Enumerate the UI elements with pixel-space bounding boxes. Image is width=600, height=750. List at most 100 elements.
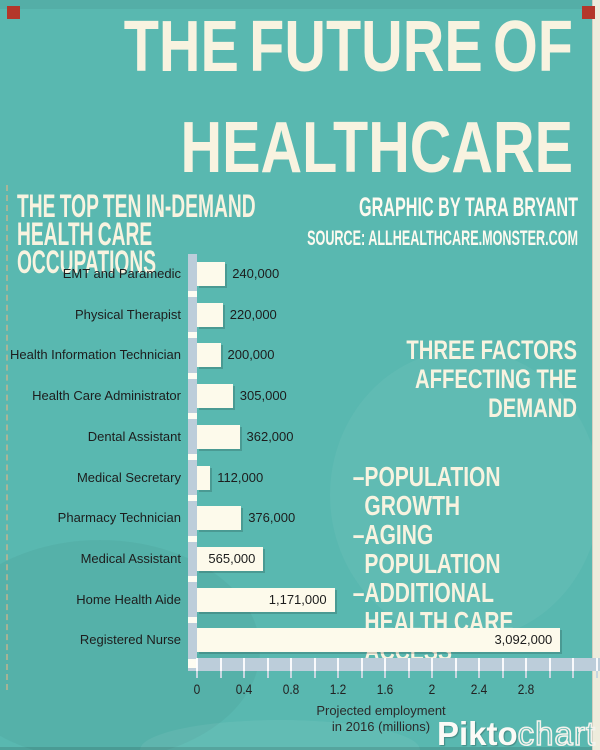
y-axis-notch [188,535,197,542]
bar [197,628,561,653]
page-title-line2: HEALTHCARE [180,108,574,188]
credits: GRAPHIC BY TARA BRYANT SOURCE: ALLHEALTH… [242,192,578,254]
bar-value-label: 3,092,000 [494,632,553,648]
axis-corner-notch [188,659,197,668]
piktochart-logo: Piktochart [436,715,596,750]
bar-value-label: 220,000 [229,306,277,322]
x-axis-tick-label: 0 [193,681,201,697]
factor-item: – POPULATION GROWTH [353,462,577,520]
bar-value-label: 565,000 [208,550,256,566]
x-axis-tick-label: 2.8 [517,681,535,697]
category-label: Registered Nurse [79,632,181,648]
bar [197,302,223,327]
corner-pin-icon [582,6,595,19]
x-axis-tick [266,658,269,671]
y-axis-notch [188,454,197,461]
factor-bullet-dash: – [352,519,365,550]
corner-pin-icon [7,6,20,19]
bar [197,546,264,571]
factors-block: THREE FACTORS AFFECTING THE DEMAND – POPU… [326,335,577,666]
logo-text-light: chart [517,715,596,750]
y-axis-notch [188,291,197,298]
x-axis-tick [525,658,527,671]
bar [197,465,211,490]
bar-value-label: 305,000 [239,388,287,404]
bar [197,262,226,286]
x-axis-tick [219,658,222,671]
x-axis-tick-extension [572,671,574,678]
category-label: Physical Therapist [75,306,181,322]
x-axis-tick-extension [266,671,269,678]
y-axis-notch [188,413,197,420]
y-axis-notch [188,494,197,501]
category-label: Medical Assistant [80,550,181,566]
x-axis-bar [188,658,600,671]
x-axis-tick-extension [595,671,598,678]
bar-value-label: 240,000 [232,266,280,281]
y-axis-notch [188,332,197,338]
x-axis-tick-extension [454,671,457,678]
factor-item-label: POPULATION GROWTH [364,461,501,521]
logo-text-bold: Pikto [436,715,518,750]
x-axis-tick-extension [525,671,527,678]
x-axis-tick-label: 2.4 [470,681,488,697]
x-axis-tick [407,658,410,671]
category-label: Health Care Administrator [32,388,181,404]
background-blob [330,350,600,640]
x-axis-caption: Projected employment in 2016 (millions) [281,703,481,734]
bar-value-label: 1,171,000 [268,591,327,607]
left-dashed-line [6,185,8,690]
factor-item: – AGING POPULATION [353,520,577,578]
x-axis-tick-extension [243,671,245,678]
x-axis-tick-label: 2 [428,681,436,697]
bar-value-label: 200,000 [227,347,275,363]
x-axis-tick [548,658,551,671]
x-axis-tick-extension [548,671,551,678]
y-axis-notch [188,372,197,379]
x-axis-tick-extension [384,671,386,678]
x-axis-caption-line1: Projected employment [316,703,446,718]
factors-heading-line1: THREE FACTORS [406,335,577,365]
x-axis-tick-extension [196,671,198,678]
x-axis-tick [478,658,480,671]
bar [197,343,221,368]
page-title: THE FUTURE OF HEALTHCARE [45,0,573,199]
bar [197,424,240,449]
factor-bullet-dash: – [352,461,365,492]
x-axis-tick-extension [501,671,504,678]
factors-heading-line2: AFFECTING THE DEMAND [415,364,577,423]
chart-heading: THE TOP TEN IN-DEMAND HEALTH CARE OCCUPA… [17,188,287,280]
bar [197,506,242,531]
bar [197,384,233,409]
x-axis-tick-label: 1.6 [376,681,394,697]
bar-value-label: 112,000 [217,469,264,485]
chart-heading-line2: HEALTH CARE OCCUPATIONS [17,216,157,280]
x-axis-tick [290,658,292,671]
y-axis-notch [188,616,197,623]
x-axis-tick [313,658,316,671]
x-axis-tick-extension [478,671,480,678]
category-label: Dental Assistant [87,428,181,444]
y-axis-notch [188,576,197,583]
credit-author: GRAPHIC BY TARA BRYANT [358,192,578,222]
x-axis-tick [501,658,504,671]
y-axis-bar [188,254,197,671]
x-axis-tick-label: 0.8 [282,681,300,697]
category-label: Pharmacy Technician [57,510,181,526]
x-axis-tick [360,658,363,671]
factor-bullet-dash: – [352,577,365,608]
category-label: Health Information Technician [9,347,181,363]
x-axis-caption-line2: in 2016 (millions) [331,718,431,734]
x-axis-tick [454,658,457,671]
x-axis-tick [595,658,598,671]
x-axis-tick [384,658,386,671]
chart-heading-line1: THE TOP TEN IN-DEMAND [17,188,256,224]
x-axis-tick [431,658,433,671]
bar [197,587,335,612]
x-axis-tick [337,658,339,671]
x-axis-tick [196,658,198,671]
x-axis-tick-extension [360,671,363,678]
category-label: Medical Secretary [76,469,181,485]
x-axis-tick-extension [337,671,339,678]
